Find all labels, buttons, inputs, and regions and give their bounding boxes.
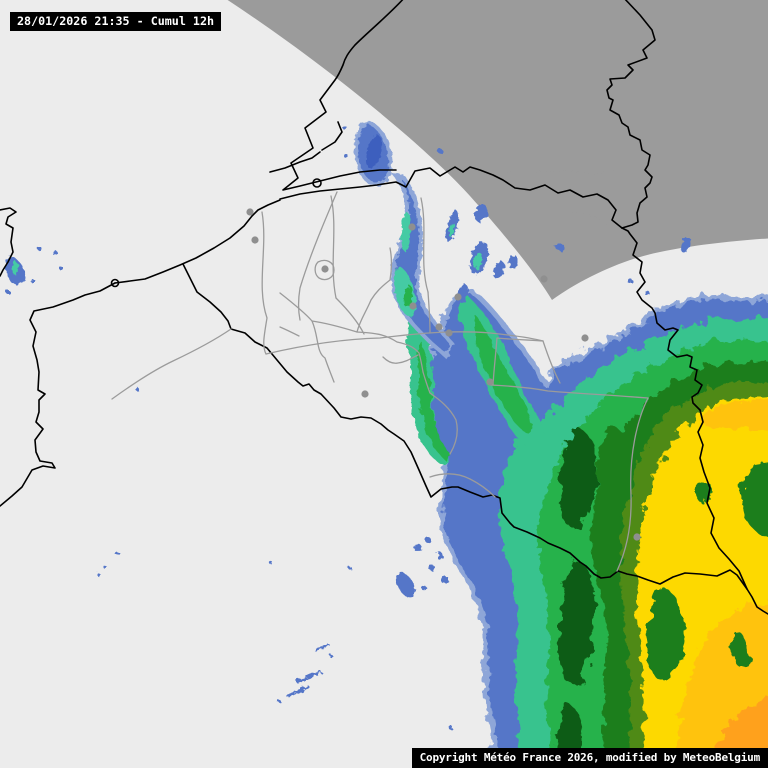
speck — [344, 154, 348, 158]
speck-patch-1 — [396, 572, 415, 597]
city-ring-calais — [110, 278, 120, 288]
border-fr-south — [182, 263, 768, 615]
speck — [448, 725, 452, 729]
city-dot — [633, 533, 641, 541]
timestamp-badge: 28/01/2026 21:35 - Cumul 12h — [10, 12, 222, 31]
border-be-nl — [279, 166, 623, 229]
coast-island-1 — [269, 151, 321, 173]
city-dot — [486, 378, 494, 386]
rain-patch-dark-4 — [695, 481, 713, 503]
speck — [421, 585, 427, 591]
coast-england — [0, 207, 17, 277]
streak-north-core — [365, 135, 383, 169]
city-ring-antwerp — [312, 178, 322, 188]
city-dot — [435, 323, 443, 331]
speck — [329, 654, 333, 658]
region-borders — [111, 169, 649, 572]
streak-small-6 — [508, 255, 518, 269]
speck — [348, 566, 352, 570]
city-dot — [540, 275, 548, 283]
speck-sea-core — [12, 261, 18, 275]
streak-dot-1 — [627, 278, 633, 284]
border-be-de — [621, 227, 703, 411]
light-specks — [5, 126, 454, 759]
coast-netherlands — [282, 0, 404, 191]
speck — [115, 551, 119, 555]
rain-darkest-blob-b — [559, 559, 596, 685]
city-dot — [408, 223, 416, 231]
precipitation-field — [408, 289, 768, 768]
rain-patch-dark-2 — [647, 587, 685, 682]
coast-island-2 — [321, 121, 343, 151]
city-dot — [581, 334, 589, 342]
speck — [425, 537, 431, 543]
rain-tongue-green-core — [473, 315, 531, 432]
border-nl-de — [606, 0, 656, 229]
streak-small-1c — [448, 223, 456, 237]
rain-patch-dark-5 — [730, 632, 750, 668]
rain-amber-band-top — [700, 399, 768, 430]
speck-dashes — [286, 643, 330, 698]
speck — [31, 279, 35, 283]
speck — [441, 576, 449, 584]
speck — [59, 266, 63, 270]
speck — [38, 247, 42, 251]
rain-patch-dark-1 — [596, 425, 635, 518]
border-lu-de — [697, 409, 748, 590]
speck — [103, 565, 107, 569]
coast-france — [0, 282, 116, 507]
streak-core-cyan-1 — [400, 213, 412, 251]
city-dot — [246, 208, 254, 216]
speck — [6, 290, 10, 294]
speck — [52, 250, 58, 256]
speck — [97, 573, 101, 577]
coast-belgium — [114, 199, 281, 284]
streak-small-3 — [474, 204, 488, 222]
city-dot — [409, 302, 417, 310]
city-dot — [454, 293, 462, 301]
speck — [135, 387, 139, 391]
city-dot — [251, 236, 259, 244]
speck — [277, 699, 281, 703]
streak-small-4 — [493, 261, 505, 279]
streak-small-2c — [473, 253, 483, 269]
city-dots — [246, 208, 641, 541]
rain-band-green-core — [417, 340, 450, 459]
speck — [268, 560, 272, 564]
speck — [414, 544, 422, 552]
city-dot — [321, 265, 329, 273]
national-borders — [0, 0, 768, 615]
speck — [436, 552, 444, 560]
speck — [437, 148, 443, 154]
copyright-badge: Copyright Météo France 2026, modified by… — [411, 748, 768, 768]
streak-small-7 — [554, 243, 566, 251]
streak-core-green — [403, 285, 413, 307]
speck — [429, 565, 435, 571]
city-dot — [445, 329, 453, 337]
rain-patch-dark-3 — [741, 463, 768, 537]
streak-dot-2 — [644, 290, 650, 296]
rain-darkest-blob-a — [559, 427, 598, 528]
speck — [343, 126, 347, 130]
streak-small-8 — [681, 237, 691, 253]
city-dot — [361, 390, 369, 398]
